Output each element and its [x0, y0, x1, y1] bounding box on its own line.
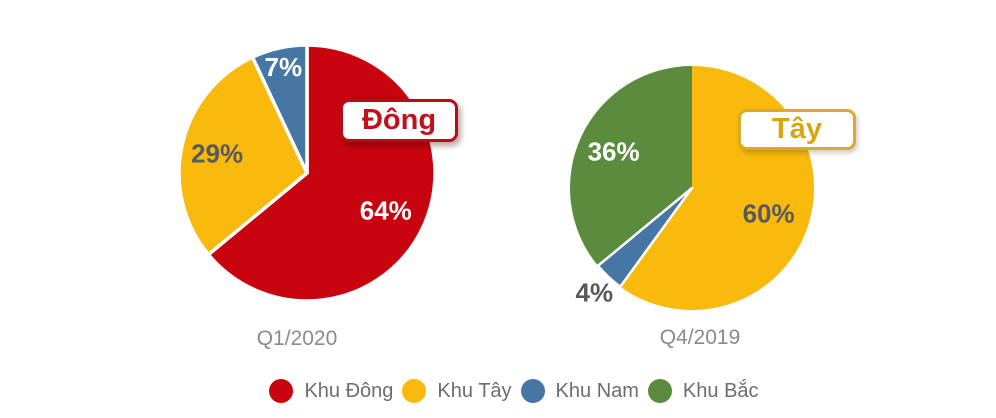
chart-caption-q1-2020: Q1/2020: [256, 327, 338, 350]
legend-swatch-icon: [520, 379, 545, 403]
legend-item-khu-đông: Khu Đông: [269, 379, 393, 403]
legend-item-khu-bắc: Khu Bắc: [647, 379, 759, 403]
legend-item-khu-nam: Khu Nam: [520, 379, 639, 403]
legend-label: Khu Tây: [437, 379, 512, 402]
slice-value-label: 7%: [265, 52, 303, 82]
legend-item-khu-tây: Khu Tây: [402, 379, 512, 403]
callout-tay: Tây: [738, 109, 856, 150]
callout-dong: Đông: [340, 99, 458, 142]
slice-value-label: 4%: [576, 277, 614, 307]
legend-swatch-icon: [647, 379, 672, 403]
slice-value-label: 64%: [360, 195, 412, 225]
legend-label: Khu Bắc: [682, 379, 759, 402]
pie-slice-khu-nam: [250, 43, 309, 175]
slice-value-label: 29%: [191, 138, 243, 168]
legend-swatch-icon: [402, 379, 427, 403]
legend: Khu Đông Khu Tây Khu Nam Khu Bắc: [16, 379, 996, 403]
slice-value-label: 36%: [588, 136, 640, 166]
slice-value-label: 60%: [743, 198, 795, 228]
chart-caption-q4-2019: Q4/2019: [659, 326, 741, 349]
legend-swatch-icon: [269, 379, 294, 403]
pie-slice-khu-bắc: [569, 66, 692, 266]
legend-label: Khu Đông: [304, 379, 394, 402]
legend-label: Khu Nam: [555, 379, 639, 402]
pie-slice-khu-nam: [596, 186, 694, 288]
